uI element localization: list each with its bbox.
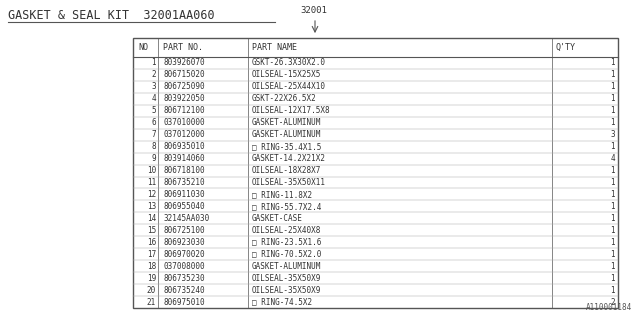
Text: 806970020: 806970020 <box>163 250 205 259</box>
Text: 1: 1 <box>152 59 156 68</box>
Text: 803926070: 803926070 <box>163 59 205 68</box>
Text: 806715020: 806715020 <box>163 70 205 79</box>
Text: 806935010: 806935010 <box>163 142 205 151</box>
Text: OILSEAL-18X28X7: OILSEAL-18X28X7 <box>252 166 321 175</box>
Text: OILSEAL-15X25X5: OILSEAL-15X25X5 <box>252 70 321 79</box>
Text: 32001: 32001 <box>300 6 327 15</box>
Text: □ RING-11.8X2: □ RING-11.8X2 <box>252 190 312 199</box>
Text: GASKET-ALUMINUM: GASKET-ALUMINUM <box>252 118 321 127</box>
Text: 12: 12 <box>147 190 156 199</box>
Text: 3: 3 <box>611 130 615 139</box>
Text: GASKET-ALUMINUM: GASKET-ALUMINUM <box>252 130 321 139</box>
Text: NO: NO <box>138 43 148 52</box>
Text: 1: 1 <box>611 82 615 92</box>
Text: 1: 1 <box>611 226 615 235</box>
Bar <box>133 38 618 308</box>
Text: 15: 15 <box>147 226 156 235</box>
Text: 803922050: 803922050 <box>163 94 205 103</box>
Text: 806718100: 806718100 <box>163 166 205 175</box>
Text: Q'TY: Q'TY <box>556 43 576 52</box>
Text: 1: 1 <box>611 142 615 151</box>
Text: 1: 1 <box>611 166 615 175</box>
Text: 21: 21 <box>147 298 156 307</box>
Text: 037010000: 037010000 <box>163 118 205 127</box>
Text: 806725090: 806725090 <box>163 82 205 92</box>
Text: GASKET & SEAL KIT  32001AA060: GASKET & SEAL KIT 32001AA060 <box>8 9 214 22</box>
Text: 1: 1 <box>611 59 615 68</box>
Text: 806911030: 806911030 <box>163 190 205 199</box>
Text: GSKT-26.3X30X2.0: GSKT-26.3X30X2.0 <box>252 59 326 68</box>
Text: OILSEAL-35X50X11: OILSEAL-35X50X11 <box>252 178 326 187</box>
Text: 1: 1 <box>611 70 615 79</box>
Text: 1: 1 <box>611 285 615 295</box>
Text: 4: 4 <box>611 154 615 163</box>
Text: 806735230: 806735230 <box>163 274 205 283</box>
Text: 803914060: 803914060 <box>163 154 205 163</box>
Text: 037012000: 037012000 <box>163 130 205 139</box>
Text: 806725100: 806725100 <box>163 226 205 235</box>
Text: 1: 1 <box>611 262 615 271</box>
Text: □ RING-35.4X1.5: □ RING-35.4X1.5 <box>252 142 321 151</box>
Text: 1: 1 <box>611 118 615 127</box>
Text: OILSEAL-25X44X10: OILSEAL-25X44X10 <box>252 82 326 92</box>
Text: 1: 1 <box>611 178 615 187</box>
Text: □ RING-70.5X2.0: □ RING-70.5X2.0 <box>252 250 321 259</box>
Text: OILSEAL-25X40X8: OILSEAL-25X40X8 <box>252 226 321 235</box>
Text: PART NO.: PART NO. <box>163 43 203 52</box>
Text: 20: 20 <box>147 285 156 295</box>
Text: 2: 2 <box>152 70 156 79</box>
Text: 11: 11 <box>147 178 156 187</box>
Text: 1: 1 <box>611 250 615 259</box>
Text: 13: 13 <box>147 202 156 211</box>
Text: A110001184: A110001184 <box>586 303 632 312</box>
Text: OILSEAL-12X17.5X8: OILSEAL-12X17.5X8 <box>252 106 331 115</box>
Text: 3: 3 <box>152 82 156 92</box>
Text: 10: 10 <box>147 166 156 175</box>
Text: 1: 1 <box>611 94 615 103</box>
Text: 8: 8 <box>152 142 156 151</box>
Text: □ RING-55.7X2.4: □ RING-55.7X2.4 <box>252 202 321 211</box>
Text: OILSEAL-35X50X9: OILSEAL-35X50X9 <box>252 285 321 295</box>
Text: PART NAME: PART NAME <box>252 43 297 52</box>
Text: 806712100: 806712100 <box>163 106 205 115</box>
Text: 806975010: 806975010 <box>163 298 205 307</box>
Text: 7: 7 <box>152 130 156 139</box>
Text: 1: 1 <box>611 274 615 283</box>
Text: 037008000: 037008000 <box>163 262 205 271</box>
Text: 18: 18 <box>147 262 156 271</box>
Text: 1: 1 <box>611 106 615 115</box>
Text: 14: 14 <box>147 214 156 223</box>
Text: 5: 5 <box>152 106 156 115</box>
Text: 1: 1 <box>611 238 615 247</box>
Text: 32145AA030: 32145AA030 <box>163 214 209 223</box>
Text: GASKET-CASE: GASKET-CASE <box>252 214 303 223</box>
Text: 2: 2 <box>611 298 615 307</box>
Text: □ RING-74.5X2: □ RING-74.5X2 <box>252 298 312 307</box>
Text: GSKT-22X26.5X2: GSKT-22X26.5X2 <box>252 94 317 103</box>
Text: 1: 1 <box>611 202 615 211</box>
Text: OILSEAL-35X50X9: OILSEAL-35X50X9 <box>252 274 321 283</box>
Text: 806735210: 806735210 <box>163 178 205 187</box>
Text: 1: 1 <box>611 190 615 199</box>
Text: 806923030: 806923030 <box>163 238 205 247</box>
Text: 17: 17 <box>147 250 156 259</box>
Text: 16: 16 <box>147 238 156 247</box>
Text: □ RING-23.5X1.6: □ RING-23.5X1.6 <box>252 238 321 247</box>
Text: 6: 6 <box>152 118 156 127</box>
Text: 9: 9 <box>152 154 156 163</box>
Text: 1: 1 <box>611 214 615 223</box>
Text: 19: 19 <box>147 274 156 283</box>
Text: GASKET-ALUMINUM: GASKET-ALUMINUM <box>252 262 321 271</box>
Text: 806955040: 806955040 <box>163 202 205 211</box>
Text: 4: 4 <box>152 94 156 103</box>
Text: GASKET-14.2X21X2: GASKET-14.2X21X2 <box>252 154 326 163</box>
Text: 806735240: 806735240 <box>163 285 205 295</box>
